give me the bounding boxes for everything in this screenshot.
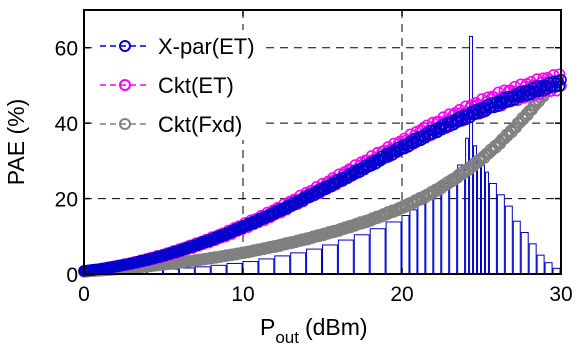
plot-frame bbox=[83, 9, 562, 275]
data-point bbox=[514, 85, 527, 98]
legend-label: Ckt(ET) bbox=[158, 73, 234, 98]
x-axis-label-unit: (dBm) bbox=[305, 314, 368, 340]
ticks: 0 10 20 30 0 20 40 60 bbox=[55, 10, 573, 306]
x-axis-label-subscript: out bbox=[275, 328, 299, 346]
y-tick-label: 60 bbox=[55, 38, 78, 61]
series-layer bbox=[78, 68, 567, 278]
x-tick-label: 20 bbox=[390, 283, 413, 306]
legend-item: Ckt(Fxd) bbox=[100, 112, 242, 137]
x-tick-label: 0 bbox=[78, 283, 90, 306]
x-tick-label: 30 bbox=[549, 283, 572, 306]
legend-label: X-par(ET) bbox=[158, 34, 255, 59]
x-axis-label-main: P bbox=[260, 314, 275, 340]
series-0 bbox=[78, 74, 567, 277]
legend-marker bbox=[119, 118, 131, 130]
legend-label: Ckt(Fxd) bbox=[158, 112, 242, 137]
x-tick-label: 10 bbox=[231, 283, 254, 306]
legend-marker bbox=[119, 40, 131, 52]
y-tick-label: 20 bbox=[55, 189, 78, 212]
y-tick-label: 0 bbox=[66, 264, 78, 287]
legend-item: X-par(ET) bbox=[100, 34, 255, 59]
y-tick-label: 40 bbox=[55, 113, 78, 136]
data-point bbox=[553, 80, 566, 92]
legend-item: Ckt(ET) bbox=[100, 73, 234, 98]
legend: X-par(ET) Ckt(ET) Ckt(Fxd) bbox=[100, 34, 255, 137]
y-axis-label: PAE (%) bbox=[3, 99, 29, 185]
x-axis-label: Pout (dBm) bbox=[260, 314, 368, 346]
legend-marker bbox=[119, 79, 131, 91]
